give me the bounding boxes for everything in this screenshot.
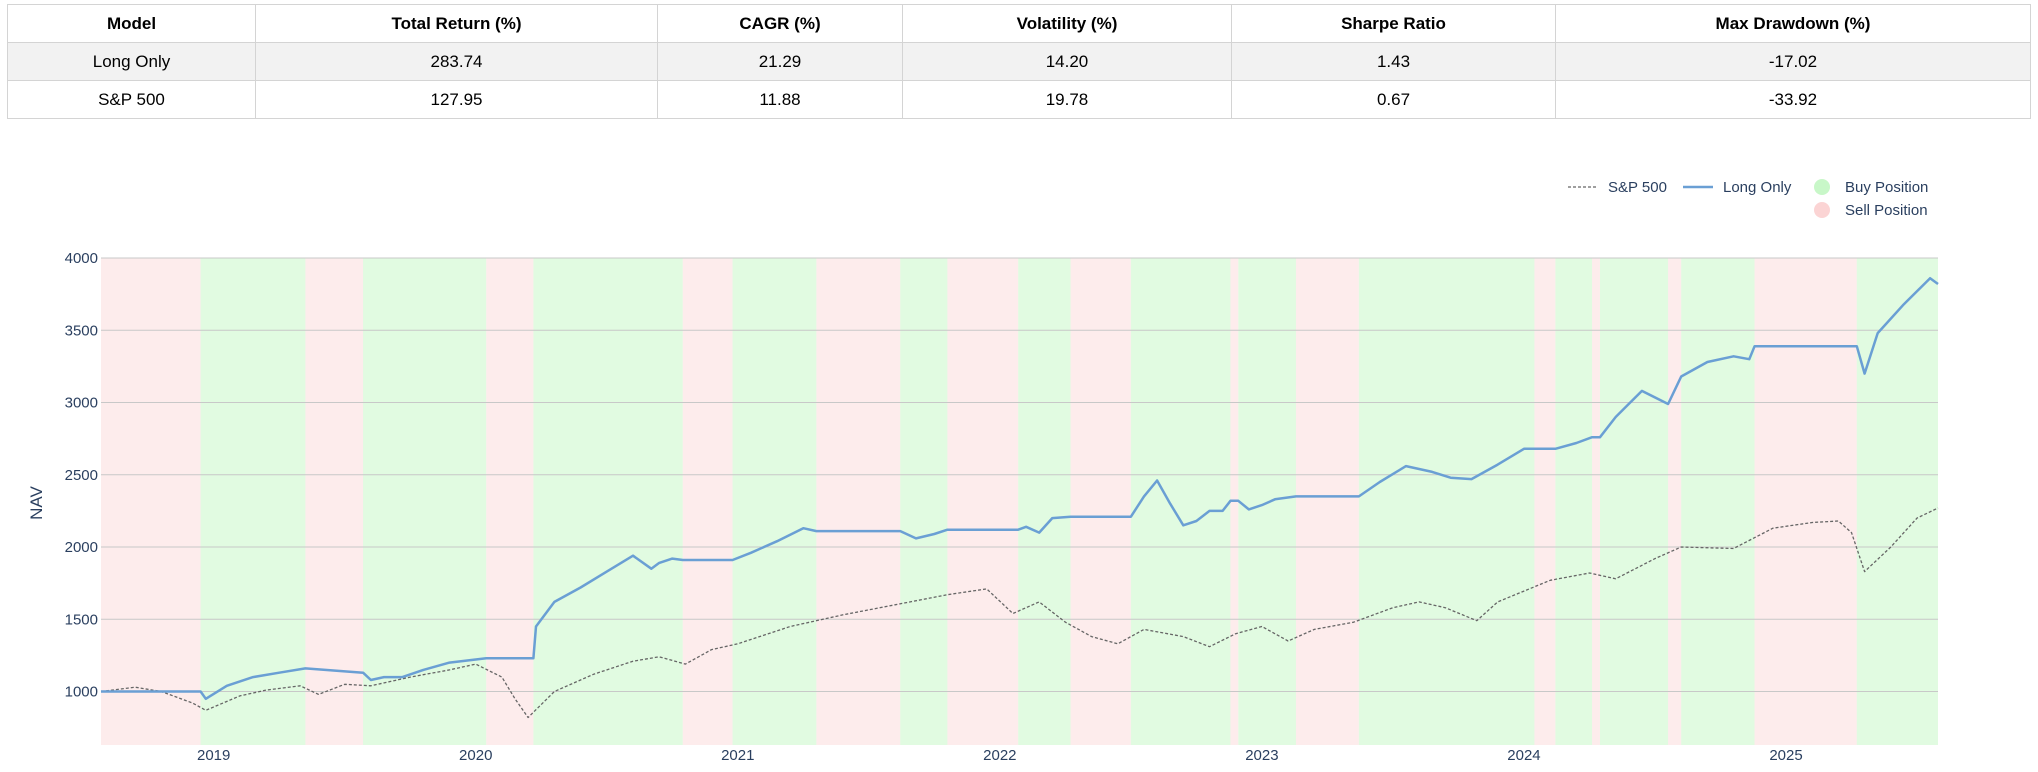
x-tick-label: 2024 — [1507, 747, 1540, 764]
cell-max-drawdown: -33.92 — [1555, 80, 2031, 119]
buy-region — [1681, 258, 1755, 745]
series-line-long-only — [101, 276, 1939, 701]
buy-region — [1856, 258, 1938, 745]
table-row: S&P 500 127.95 11.88 19.78 0.67 -33.92 — [7, 80, 2031, 119]
grid-lines — [101, 257, 1938, 693]
axes: NAV 1000 1500 2000 2500 3000 3500 4000 2019 2020… — [27, 250, 1803, 764]
cell-max-drawdown: -17.02 — [1555, 42, 2031, 81]
sell-region — [101, 258, 201, 745]
cell-volatility: 14.20 — [902, 42, 1232, 81]
cell-total-return: 127.95 — [255, 80, 658, 119]
sell-region — [305, 258, 364, 745]
sell-region — [947, 258, 1019, 745]
x-tick-label: 2021 — [721, 747, 754, 764]
buy-region — [900, 258, 948, 745]
sell-region — [486, 258, 534, 745]
sell-region — [1754, 258, 1857, 745]
legend: S&P 500 Long Only Buy Position Sell Positio… — [1568, 179, 1928, 219]
cell-cagr: 21.29 — [657, 42, 903, 81]
y-tick-label: 1000 — [65, 684, 98, 701]
series-line-sp500 — [100, 507, 1939, 719]
y-tick-label: 3000 — [65, 395, 98, 412]
column-header-max-drawdown: Max Drawdown (%) — [1555, 4, 2031, 43]
legend-item: Long Only — [1683, 179, 1792, 196]
position-regions — [101, 258, 1938, 745]
sell-region — [1295, 258, 1359, 745]
legend-label: S&P 500 — [1608, 179, 1667, 196]
column-header-total-return: Total Return (%) — [255, 4, 658, 43]
cell-sharpe-ratio: 0.67 — [1231, 80, 1556, 119]
table-header-row: Model Total Return (%) CAGR (%) Volatili… — [7, 4, 2031, 43]
nav-chart: NAV 1000 1500 2000 2500 3000 3500 4000 2019 2020… — [27, 179, 1939, 764]
sell-region — [816, 258, 901, 745]
cell-model: S&P 500 — [7, 80, 256, 119]
column-header-model: Model — [7, 4, 256, 43]
cell-model: Long Only — [7, 42, 256, 81]
column-header-volatility: Volatility (%) — [902, 4, 1232, 43]
legend-marker — [1814, 202, 1830, 218]
legend-marker — [1814, 179, 1830, 195]
cell-cagr: 11.88 — [657, 80, 903, 119]
legend-item: Buy Position — [1814, 179, 1928, 196]
series-lines — [100, 276, 1939, 719]
sell-region — [682, 258, 733, 745]
cell-total-return: 283.74 — [255, 42, 658, 81]
y-tick-label: 2000 — [65, 539, 98, 556]
sell-region — [1534, 258, 1556, 745]
buy-region — [200, 258, 306, 745]
buy-region — [1018, 258, 1071, 745]
y-tick-label: 1500 — [65, 611, 98, 628]
buy-region — [533, 258, 683, 745]
buy-region — [1130, 258, 1231, 745]
sell-region — [1070, 258, 1131, 745]
y-tick-label: 4000 — [65, 250, 98, 267]
x-tick-label: 2025 — [1769, 747, 1802, 764]
cell-sharpe-ratio: 1.43 — [1231, 42, 1556, 81]
buy-region — [1358, 258, 1535, 745]
x-tick-label: 2019 — [197, 747, 230, 764]
legend-item: Sell Position — [1814, 202, 1928, 219]
column-header-sharpe-ratio: Sharpe Ratio — [1231, 4, 1556, 43]
legend-item: S&P 500 — [1568, 179, 1667, 196]
x-tick-label: 2020 — [459, 747, 492, 764]
column-header-cagr: CAGR (%) — [657, 4, 903, 43]
cell-volatility: 19.78 — [902, 80, 1232, 119]
metrics-table: Model Total Return (%) CAGR (%) Volatili… — [7, 4, 2031, 119]
buy-region — [1555, 258, 1593, 745]
table-row: Long Only 283.74 21.29 14.20 1.43 -17.02 — [7, 42, 2031, 81]
buy-region — [363, 258, 487, 745]
y-tick-label: 3500 — [65, 322, 98, 339]
legend-label: Sell Position — [1845, 202, 1928, 219]
buy-region — [732, 258, 817, 745]
x-tick-label: 2023 — [1245, 747, 1278, 764]
y-tick-label: 2500 — [65, 467, 98, 484]
x-tick-label: 2022 — [983, 747, 1016, 764]
y-axis-title: NAV — [27, 485, 46, 519]
legend-label: Buy Position — [1845, 179, 1928, 196]
sell-region — [1668, 258, 1682, 745]
legend-label: Long Only — [1723, 179, 1792, 196]
sell-region — [1592, 258, 1600, 745]
buy-region — [1599, 258, 1669, 745]
